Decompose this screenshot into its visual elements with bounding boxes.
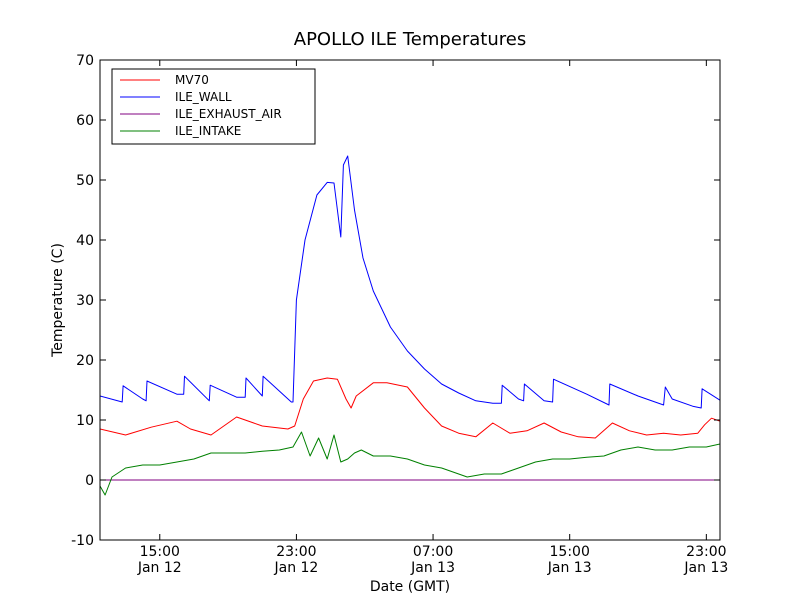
y-axis-label: Temperature (C) [50, 243, 66, 358]
y-tick-label: 30 [76, 293, 94, 309]
y-axis: -10 0 10 20 30 40 50 60 70 [71, 53, 720, 549]
series-line-mv70 [100, 377, 720, 439]
series-line-ile-intake [100, 431, 720, 496]
x-tick-time-label: 23:00 [276, 544, 316, 560]
x-tick-time-label: 07:00 [413, 544, 453, 560]
y-tick-label: 0 [85, 473, 94, 489]
legend-box [111, 68, 316, 145]
chart-title: APOLLO ILE Temperatures [294, 29, 526, 50]
y-tick-label: 70 [76, 53, 94, 69]
x-tick-time-label: 15:00 [550, 544, 590, 560]
legend-label-mv70: MV70 [175, 73, 209, 87]
x-axis-label: Date (GMT) [370, 579, 450, 595]
legend-label-ile-wall: ILE_WALL [175, 90, 232, 104]
y-tick-label: 60 [76, 113, 94, 129]
plot-area [99, 59, 721, 541]
y-tick-label: 40 [76, 233, 94, 249]
x-tick-time-label: 23:00 [686, 544, 726, 560]
x-tick-date-label: Jan 13 [410, 560, 455, 576]
legend: MV70 ILE_WALL ILE_EXHAUST_AIR ILE_INTAKE [111, 68, 316, 145]
y-tick-label: 50 [76, 173, 94, 189]
y-tick-label: 20 [76, 353, 94, 369]
x-tick-time-label: 15:00 [140, 544, 180, 560]
x-tick-date-label: Jan 12 [273, 560, 318, 576]
y-tick-label: 10 [76, 413, 94, 429]
x-tick-date-label: Jan 13 [547, 560, 592, 576]
x-tick-date-label: Jan 12 [137, 560, 182, 576]
y-tick-label: -10 [71, 533, 94, 549]
legend-label-ile-exhaust-air: ILE_EXHAUST_AIR [175, 107, 282, 121]
legend-label-ile-intake: ILE_INTAKE [175, 124, 241, 138]
series-line-ile-wall [100, 155, 720, 409]
x-tick-date-label: Jan 13 [683, 560, 728, 576]
